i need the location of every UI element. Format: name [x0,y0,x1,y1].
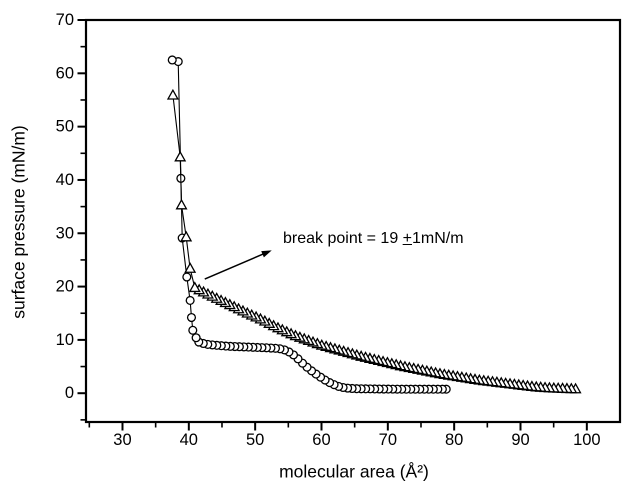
y-tick-label: 10 [56,331,74,349]
x-axis: 30 40 50 60 70 80 90 100 [88,423,601,449]
circle-marker [167,55,177,65]
circle-marker [191,333,201,343]
triangle-marker [166,88,179,100]
series-triangle-isotherm [166,88,582,394]
x-tick-label: 70 [379,431,397,449]
x-tick-label: 40 [180,431,198,449]
circle-marker [186,312,197,323]
x-tick-label: 50 [246,431,264,449]
y-tick-label: 70 [56,11,74,29]
x-tick-label: 100 [573,431,601,449]
y-axis-label: surface pressure (mN/m) [8,125,29,319]
circle-marker [182,272,192,282]
series-circle-isotherm [167,55,451,394]
y-tick-label: 0 [65,384,74,402]
arrow-line [204,252,267,280]
y-tick-label: 30 [56,224,74,242]
y-tick-label: 50 [56,118,74,136]
plot-frame [84,18,622,424]
arrow-head-icon [261,250,272,258]
annotation-text: break point = 19 +1mN/m [283,230,464,248]
triangle-marker [188,281,201,293]
x-tick-label: 80 [445,431,463,449]
x-tick-label: 90 [511,431,529,449]
y-axis: 0 10 20 30 40 50 60 70 [56,11,85,421]
circle-marker [188,325,198,335]
y-tick-label: 20 [56,278,74,296]
annotation-arrow [204,250,272,280]
triangle-marker [175,198,188,210]
plus-minus-sign: + [402,230,412,248]
x-axis-label: molecular area (Å²) [279,461,429,482]
x-tick-label: 60 [312,431,330,449]
x-tick-label: 30 [113,431,131,449]
y-tick-label: 40 [56,171,74,189]
circle-marker [185,295,195,305]
triangle-marker [174,150,187,162]
triangle-marker [180,230,193,242]
y-tick-label: 60 [56,64,74,82]
triangle-marker [184,262,197,273]
